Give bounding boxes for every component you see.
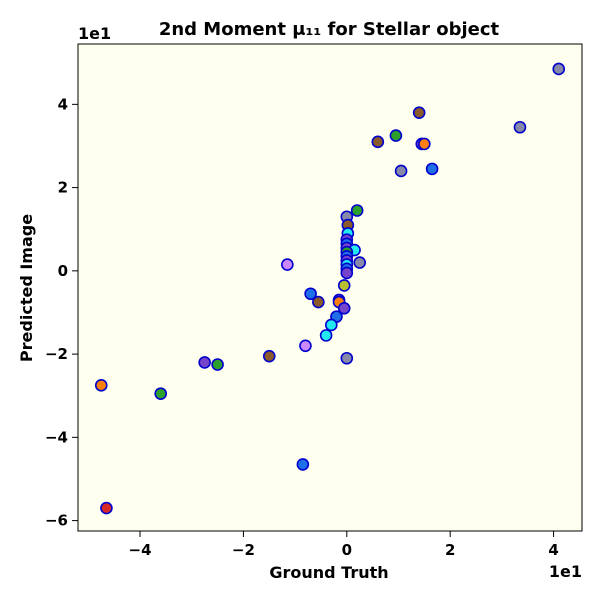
- data-point: [319, 329, 333, 342]
- x-offset-label: 1e1: [549, 562, 582, 581]
- data-point: [337, 302, 351, 315]
- data-point: [211, 358, 224, 371]
- data-point: [513, 120, 527, 134]
- x-tick-label: −2: [232, 541, 255, 559]
- y-tick-label: −6: [45, 512, 68, 530]
- data-point: [418, 137, 431, 151]
- y-tick-label: 0: [58, 262, 68, 280]
- y-tick-label: 4: [58, 95, 68, 113]
- data-point: [425, 162, 439, 176]
- data-point: [299, 339, 312, 353]
- y-axis-label: Predicted Image: [17, 214, 36, 362]
- data-point: [312, 295, 325, 309]
- y-tick-label: 2: [58, 179, 68, 197]
- data-point: [324, 318, 338, 332]
- data-point: [412, 106, 426, 119]
- data-point: [340, 351, 354, 365]
- chart-title: 2nd Moment μ₁₁ for Stellar object: [159, 19, 500, 40]
- data-point: [350, 204, 364, 217]
- data-point: [198, 356, 211, 369]
- x-tick-label: −4: [129, 541, 152, 559]
- data-point: [552, 62, 566, 76]
- data-point: [296, 458, 310, 471]
- data-points: [94, 62, 566, 515]
- x-axis-label: Ground Truth: [269, 563, 388, 582]
- y-tick-label: −4: [45, 428, 68, 446]
- data-point: [340, 266, 354, 280]
- axis-ticks: −4 −2 0 2 4 −6 −4 −2 0 2 4: [45, 95, 559, 559]
- data-point: [154, 387, 168, 400]
- plot-area: [78, 44, 582, 531]
- data-point: [353, 256, 367, 269]
- y-tick-label: −2: [45, 345, 68, 363]
- x-tick-label: 0: [342, 541, 352, 559]
- data-point: [394, 164, 408, 178]
- data-point: [281, 258, 294, 271]
- y-offset-label: 1e1: [78, 24, 111, 43]
- data-point: [371, 135, 385, 149]
- data-point: [94, 379, 108, 392]
- x-tick-label: 2: [445, 541, 455, 559]
- data-point: [100, 501, 113, 515]
- x-tick-label: 4: [548, 541, 558, 559]
- plot-frame: [77, 43, 583, 532]
- data-point: [337, 279, 351, 292]
- data-point: [262, 349, 276, 363]
- data-point: [304, 287, 317, 301]
- data-point: [389, 129, 403, 142]
